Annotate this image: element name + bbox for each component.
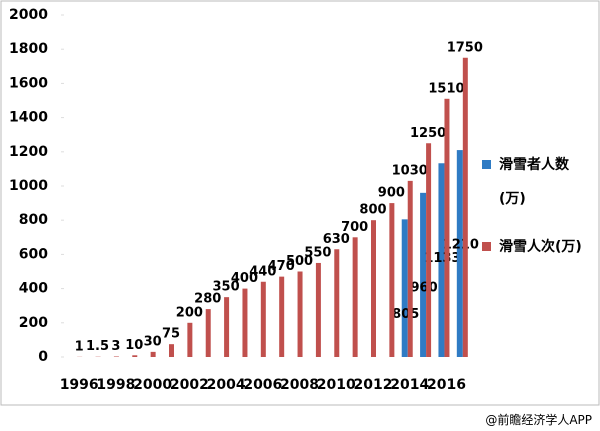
value-label: 500 xyxy=(286,254,313,269)
y-tick-label: 1600 xyxy=(9,75,48,91)
value-label: 1030 xyxy=(392,163,428,178)
bar xyxy=(297,271,303,357)
legend-label: 滑雪人次(万) xyxy=(499,239,582,255)
bar xyxy=(279,276,285,357)
x-tick-label: 2010 xyxy=(317,377,356,393)
bar xyxy=(113,356,119,357)
value-label: 1250 xyxy=(410,126,446,141)
value-label: 350 xyxy=(213,280,240,295)
value-label: 30 xyxy=(144,334,162,349)
legend-item: 滑雪人次(万) xyxy=(482,230,592,264)
y-tick-label: 600 xyxy=(19,246,48,262)
bar xyxy=(389,203,395,357)
y-tick-label: 2000 xyxy=(9,7,48,23)
bar xyxy=(426,143,432,357)
value-label: 900 xyxy=(378,186,405,201)
bar xyxy=(260,281,266,357)
bar xyxy=(150,351,156,357)
bar xyxy=(315,262,321,357)
legend-swatch xyxy=(482,160,491,169)
value-label: 550 xyxy=(304,245,331,260)
value-label: 1.5 xyxy=(86,339,109,354)
value-label: 1210 xyxy=(443,238,479,253)
value-label: 1133 xyxy=(424,251,460,266)
bar xyxy=(401,219,408,357)
x-tick-label: 2012 xyxy=(354,377,393,393)
value-label: 400 xyxy=(231,271,258,286)
x-tick-label: 2008 xyxy=(280,377,319,393)
value-label: 200 xyxy=(176,305,203,320)
bar xyxy=(334,249,340,357)
value-label: 3 xyxy=(111,339,120,354)
frame xyxy=(0,0,600,406)
bar xyxy=(462,57,468,357)
bar xyxy=(352,237,358,357)
bar xyxy=(224,297,230,357)
y-tick-label: 0 xyxy=(38,349,48,365)
legend-label: 滑雪者人数(万) xyxy=(499,157,569,207)
value-label: 470 xyxy=(268,259,295,274)
x-tick-label: 2016 xyxy=(427,377,466,393)
bar xyxy=(407,180,413,357)
y-tick-label: 200 xyxy=(19,315,48,331)
y-tick-label: 400 xyxy=(19,281,48,297)
bar xyxy=(132,355,138,357)
legend: 滑雪者人数(万) 滑雪人次(万) xyxy=(482,0,592,264)
value-label: 1510 xyxy=(428,81,464,96)
x-tick-label: 2000 xyxy=(133,377,172,393)
bar xyxy=(371,220,376,357)
y-tick-label: 1800 xyxy=(9,41,48,57)
bar xyxy=(456,150,463,357)
value-label: 805 xyxy=(392,307,419,322)
footer: @前瞻经济学人APP xyxy=(485,413,592,427)
bar xyxy=(242,288,248,357)
value-label: 700 xyxy=(341,220,368,235)
x-tick-label: 2002 xyxy=(170,377,209,393)
bar xyxy=(444,98,450,357)
y-tick-label: 1000 xyxy=(9,178,48,194)
legend-item: 滑雪者人数(万) xyxy=(482,148,592,216)
legend-swatch xyxy=(482,242,491,251)
y-tick-label: 800 xyxy=(19,212,48,228)
value-label: 960 xyxy=(411,280,438,295)
value-label: 75 xyxy=(162,327,180,342)
bar xyxy=(420,192,427,357)
x-tick-label: 1998 xyxy=(96,377,135,393)
x-tick-label: 2004 xyxy=(207,377,246,393)
x-tick-label: 2014 xyxy=(390,377,429,393)
value-label: 1 xyxy=(75,339,84,354)
value-label: 10 xyxy=(125,338,143,353)
bar xyxy=(169,344,174,357)
value-label: 440 xyxy=(249,264,276,279)
value-label: 800 xyxy=(359,203,386,218)
bar xyxy=(438,163,445,357)
bar xyxy=(187,322,193,357)
value-label: 1750 xyxy=(447,40,483,55)
value-label: 630 xyxy=(323,232,350,247)
y-tick-label: 1400 xyxy=(9,110,48,126)
bar xyxy=(205,309,211,357)
x-tick-label: 1996 xyxy=(60,377,99,393)
y-tick-label: 1200 xyxy=(9,144,48,160)
x-tick-label: 2006 xyxy=(243,377,282,393)
value-label: 280 xyxy=(194,292,221,307)
